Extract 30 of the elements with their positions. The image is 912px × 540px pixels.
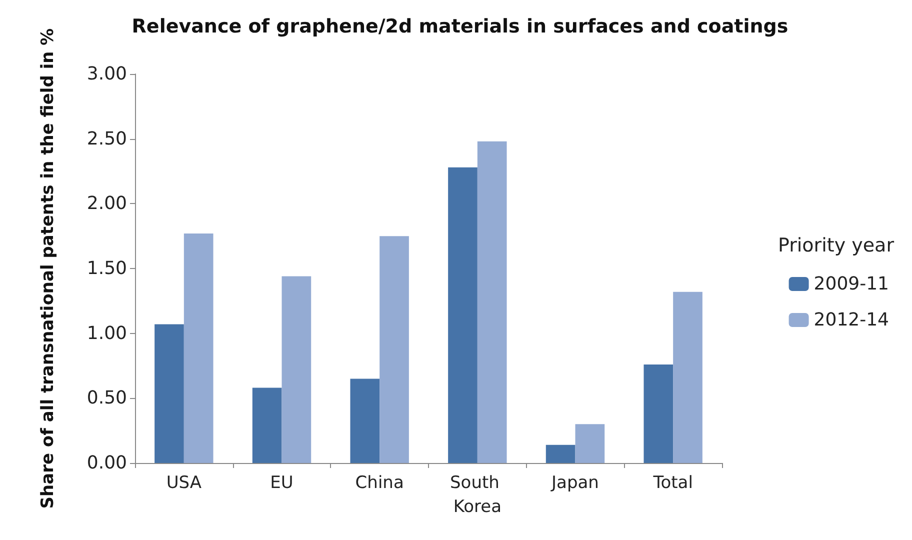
x-tick-label: China: [355, 473, 404, 493]
bar: [546, 444, 576, 463]
bar: [380, 236, 409, 463]
y-axis-title: Share of all transnational patents in the field in %: [38, 28, 58, 509]
y-tick-label: 2.00: [86, 193, 127, 214]
y-tick-label: 1.50: [86, 258, 127, 279]
chart-title: Relevance of graphene/2d materials in surfaces and coatings: [132, 16, 788, 38]
y-tick-label: 0.00: [86, 452, 127, 474]
y-tick-label: 3.00: [86, 64, 127, 84]
legend-label: 2009-11: [814, 274, 890, 294]
bar: [252, 388, 282, 463]
x-tick-label: USA: [166, 473, 202, 493]
bar: [350, 378, 380, 463]
bar: [282, 276, 312, 463]
bar: [673, 292, 702, 463]
legend-label: 2012-14: [814, 310, 890, 330]
bar: [448, 167, 478, 463]
bar: [575, 424, 605, 463]
y-tick-label: 1.00: [86, 322, 127, 344]
x-tick-label: South Korea: [450, 473, 505, 517]
bar: [477, 141, 507, 463]
y-tick-label: 0.50: [86, 388, 127, 409]
bar: [644, 364, 674, 463]
x-tick-label: EU: [270, 473, 294, 493]
x-tick-label: Total: [652, 473, 693, 493]
x-tick-label: Japan: [550, 473, 599, 493]
y-tick-label: 2.50: [86, 128, 127, 150]
bar: [184, 233, 214, 463]
bar: [154, 324, 184, 463]
legend-title: Priority year: [778, 234, 894, 256]
